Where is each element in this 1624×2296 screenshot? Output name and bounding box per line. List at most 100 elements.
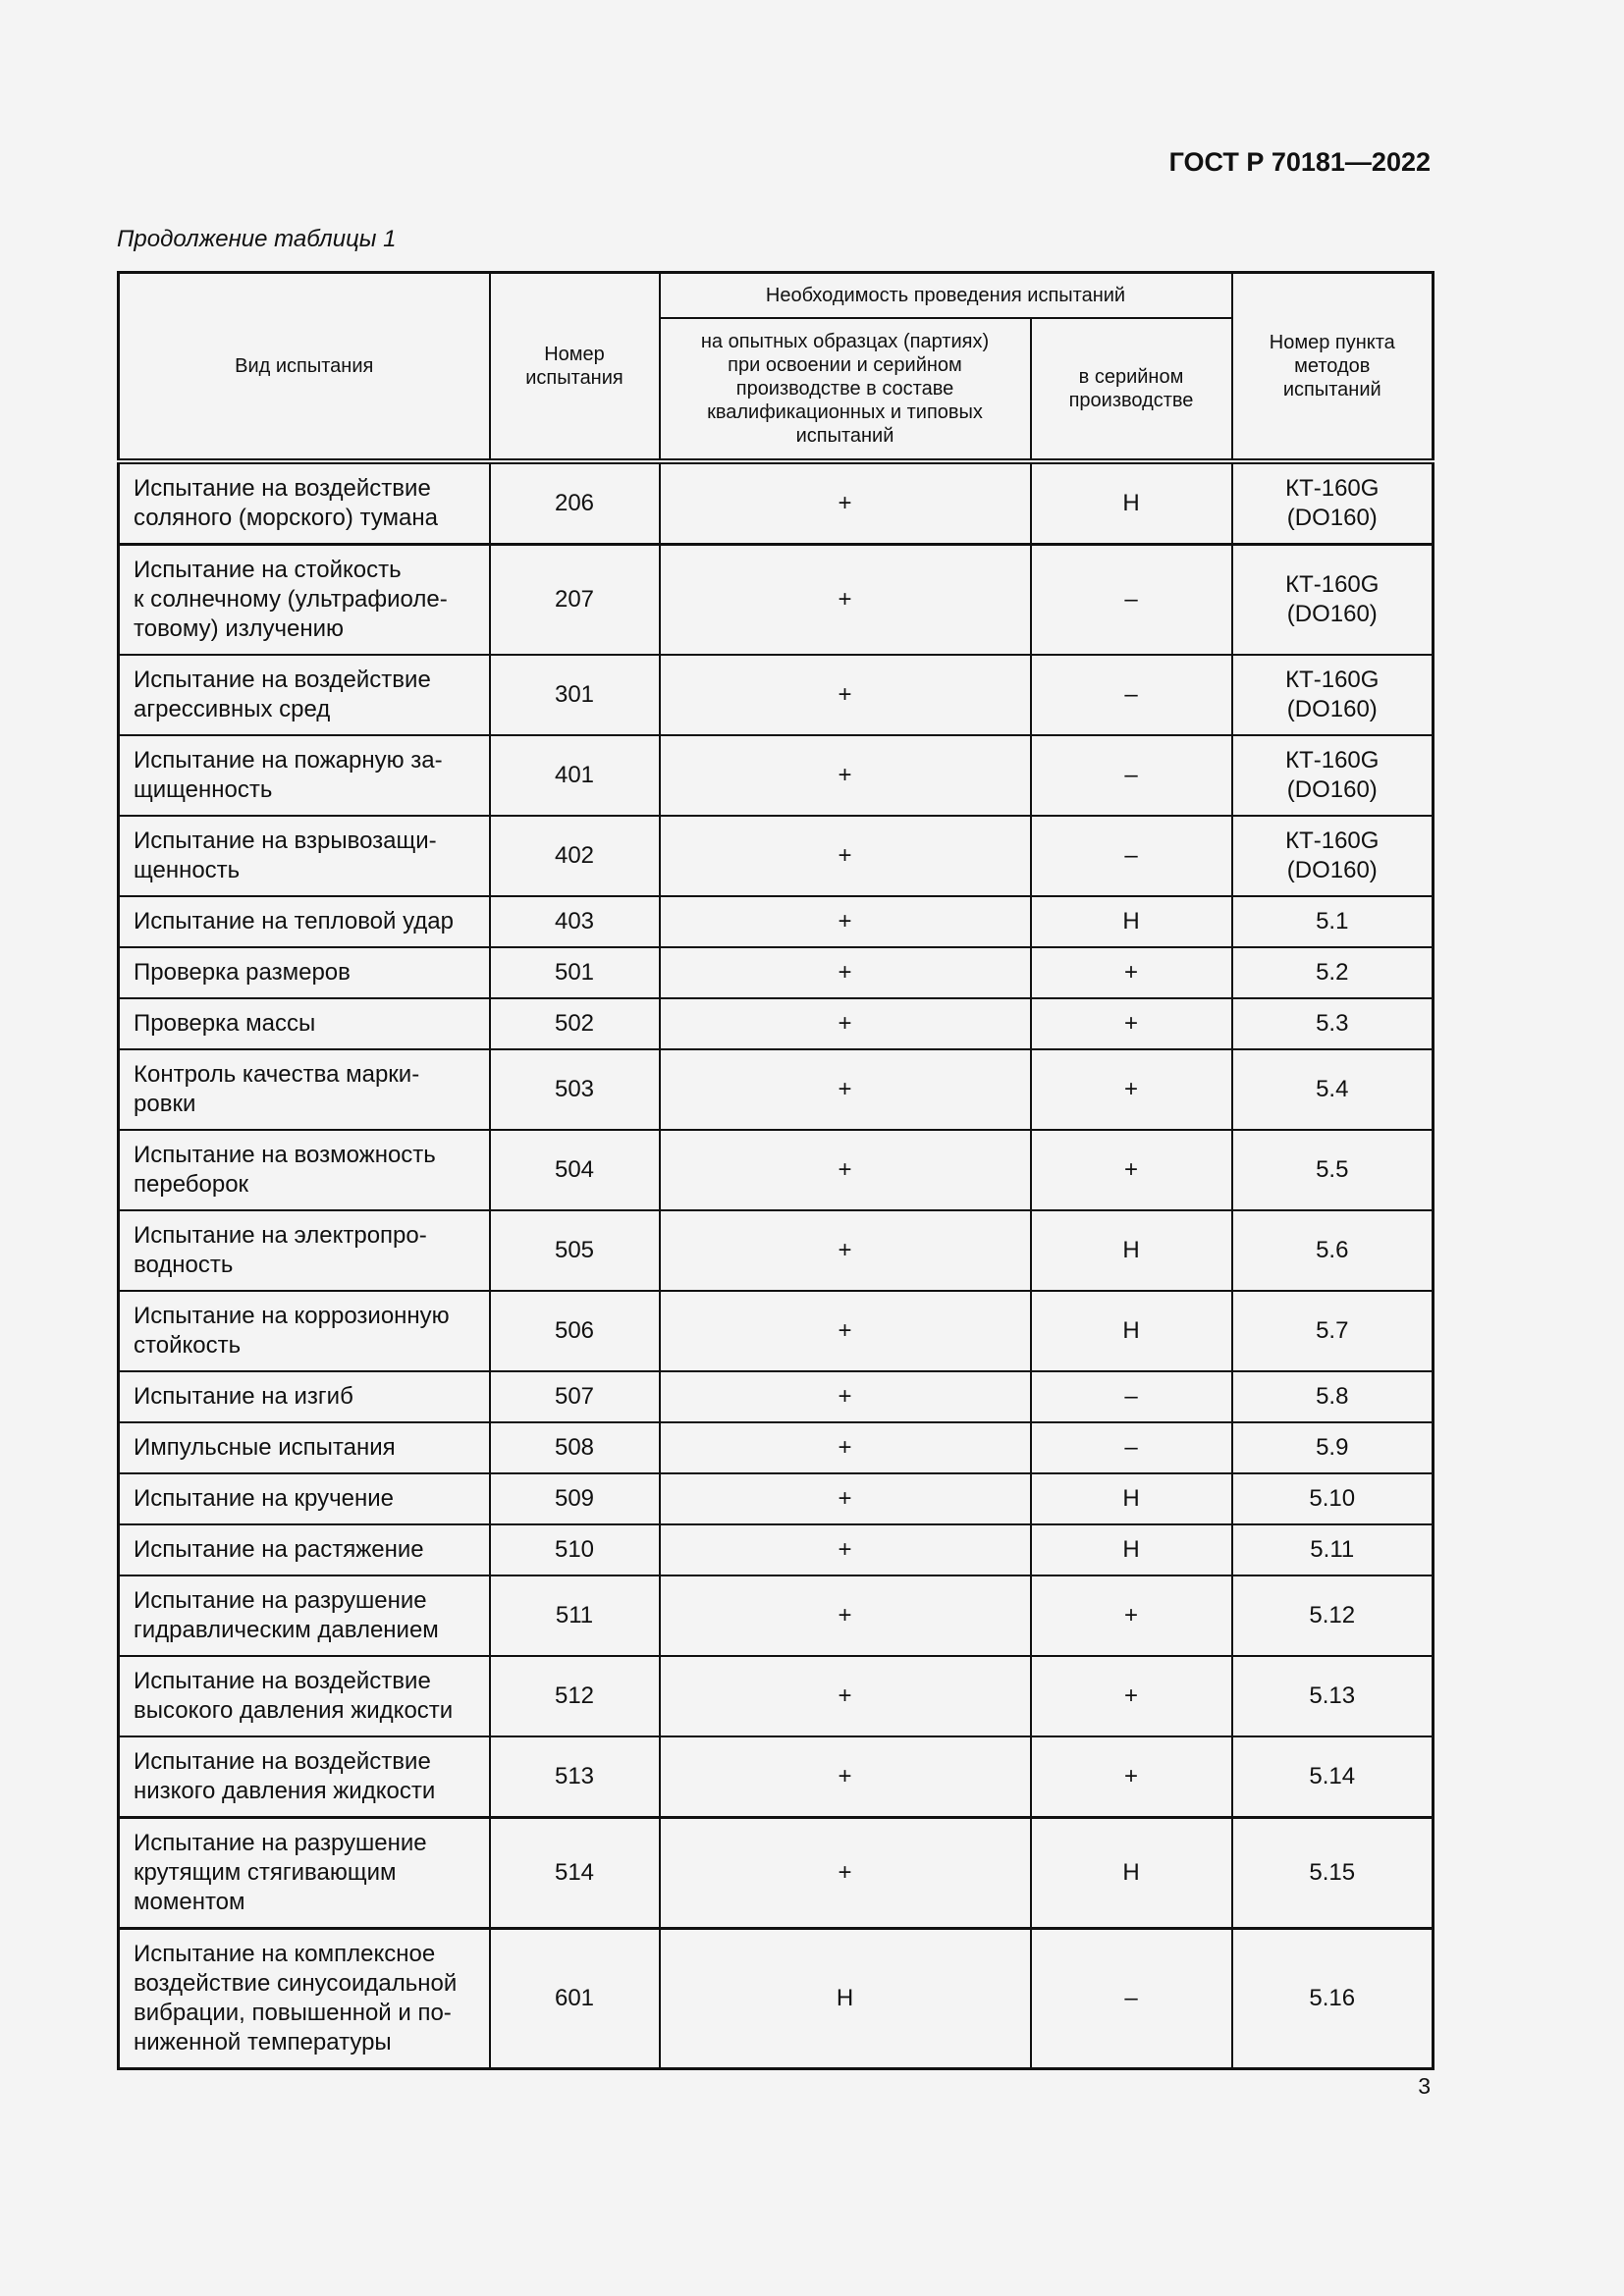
cell-prototypes: + xyxy=(658,734,1032,817)
cell-serial: Н xyxy=(1029,1523,1233,1576)
cell-method-clause: 5.4 xyxy=(1230,1048,1435,1131)
table-row: Испытание на разрушение гидравлическим д… xyxy=(117,1575,1435,1657)
cell-serial: – xyxy=(1029,1421,1233,1474)
cell-test-number: 402 xyxy=(488,815,661,897)
cell-prototypes: + xyxy=(658,1816,1032,1930)
cell-test-number: 514 xyxy=(488,1816,661,1930)
cell-test-number: 601 xyxy=(488,1927,661,2070)
cell-test-number: 206 xyxy=(488,460,661,546)
table-row: Испытание на изгиб 507 + –5.8 xyxy=(117,1370,1435,1423)
cell-prototypes: + xyxy=(658,543,1032,656)
table-row: Испытание на коррозионную стойкость 506 + Н… xyxy=(117,1290,1435,1372)
cell-serial: + xyxy=(1029,1735,1233,1819)
cell-prototypes: + xyxy=(658,1129,1032,1211)
cell-test-type: Испытание на стойкость к солнечному (уль… xyxy=(117,543,491,656)
table-row: Импульсные испытания 508 + –5.9 xyxy=(117,1421,1435,1474)
table-row: Испытание на комплексное воздействие син… xyxy=(117,1927,1435,2070)
cell-test-number: 501 xyxy=(488,946,661,999)
cell-serial: + xyxy=(1029,946,1233,999)
cell-test-number: 513 xyxy=(488,1735,661,1819)
page-number: 3 xyxy=(1418,2073,1431,2099)
cell-prototypes: + xyxy=(658,997,1032,1050)
cell-method-clause: 5.5 xyxy=(1230,1129,1435,1211)
cell-prototypes: + xyxy=(658,1290,1032,1372)
cell-prototypes: + xyxy=(658,895,1032,948)
table-row: Испытание на воздействие соляного (морск… xyxy=(117,460,1435,546)
cell-test-number: 401 xyxy=(488,734,661,817)
cell-test-number: 301 xyxy=(488,654,661,736)
cell-method-clause: КТ-160G (DO160) xyxy=(1230,543,1435,656)
document-title: ГОСТ Р 70181—2022 xyxy=(1168,147,1431,177)
cell-test-number: 510 xyxy=(488,1523,661,1576)
header-serial: в серийном производстве xyxy=(1029,317,1233,464)
cell-prototypes: + xyxy=(658,946,1032,999)
cell-test-type: Испытание на электропро- водность xyxy=(117,1209,491,1292)
cell-serial: Н xyxy=(1029,1472,1233,1525)
cell-serial: Н xyxy=(1029,460,1233,546)
table-caption: Продолжение таблицы 1 xyxy=(117,226,397,252)
cell-test-type: Испытание на изгиб xyxy=(117,1370,491,1423)
cell-test-type: Импульсные испытания xyxy=(117,1421,491,1474)
cell-method-clause: КТ-160G (DO160) xyxy=(1230,460,1435,546)
cell-serial: – xyxy=(1029,1370,1233,1423)
cell-method-clause: 5.9 xyxy=(1230,1421,1435,1474)
cell-serial: – xyxy=(1029,815,1233,897)
cell-prototypes: + xyxy=(658,1048,1032,1131)
cell-test-number: 508 xyxy=(488,1421,661,1474)
cell-test-number: 505 xyxy=(488,1209,661,1292)
header-test-type: Вид испытания xyxy=(117,271,491,464)
cell-serial: Н xyxy=(1029,1209,1233,1292)
cell-test-type: Испытание на разрушение гидравлическим д… xyxy=(117,1575,491,1657)
table-row: Испытание на возможность переборок 504 + +5… xyxy=(117,1129,1435,1211)
cell-serial: + xyxy=(1029,1048,1233,1131)
cell-serial: – xyxy=(1029,1927,1233,2070)
cell-method-clause: 5.14 xyxy=(1230,1735,1435,1819)
cell-prototypes: + xyxy=(658,1575,1032,1657)
cell-serial: – xyxy=(1029,734,1233,817)
cell-prototypes: + xyxy=(658,1655,1032,1737)
cell-prototypes: + xyxy=(658,654,1032,736)
cell-serial: Н xyxy=(1029,895,1233,948)
cell-serial: – xyxy=(1029,654,1233,736)
cell-test-number: 502 xyxy=(488,997,661,1050)
cell-test-type: Испытание на тепловой удар xyxy=(117,895,491,948)
cell-test-number: 509 xyxy=(488,1472,661,1525)
cell-test-type: Контроль качества марки- ровки xyxy=(117,1048,491,1131)
table-row: Испытание на воздействие агрессивных сре… xyxy=(117,654,1435,736)
table-row: Испытание на разрушение крутящим стягива… xyxy=(117,1816,1435,1930)
cell-prototypes: + xyxy=(658,1735,1032,1819)
cell-serial: Н xyxy=(1029,1290,1233,1372)
table-row: Испытание на электропро- водность 505 + Н 5.… xyxy=(117,1209,1435,1292)
cell-test-number: 403 xyxy=(488,895,661,948)
cell-method-clause: 5.8 xyxy=(1230,1370,1435,1423)
cell-prototypes: + xyxy=(658,1370,1032,1423)
table-row: Испытание на воздействие низкого давлени… xyxy=(117,1735,1435,1819)
cell-test-number: 507 xyxy=(488,1370,661,1423)
cell-method-clause: 5.6 xyxy=(1230,1209,1435,1292)
cell-test-type: Проверка массы xyxy=(117,997,491,1050)
header-prototypes: на опытных образцах (партиях) при освоен… xyxy=(658,317,1032,464)
table-row: Испытание на тепловой удар 403 + Н 5.1 xyxy=(117,895,1435,948)
cell-prototypes: + xyxy=(658,460,1032,546)
tests-table: Вид испытания Номер испытания Необходимо… xyxy=(117,271,1435,2070)
cell-test-type: Испытание на коррозионную стойкость xyxy=(117,1290,491,1372)
table-row: Проверка массы 502 + +5.3 xyxy=(117,997,1435,1050)
table-row: Испытание на кручение 509 + Н 5.10 xyxy=(117,1472,1435,1525)
cell-prototypes: + xyxy=(658,1523,1032,1576)
table-row: Испытание на пожарную за- щищенность 401 +… xyxy=(117,734,1435,817)
cell-prototypes: + xyxy=(658,1209,1032,1292)
cell-test-number: 503 xyxy=(488,1048,661,1131)
cell-test-type: Испытание на пожарную за- щищенность xyxy=(117,734,491,817)
cell-test-number: 506 xyxy=(488,1290,661,1372)
cell-serial: + xyxy=(1029,1575,1233,1657)
header-test-number: Номер испытания xyxy=(488,271,661,464)
cell-test-number: 512 xyxy=(488,1655,661,1737)
table-row: Контроль качества марки- ровки 503 + +5.4 xyxy=(117,1048,1435,1131)
cell-method-clause: 5.7 xyxy=(1230,1290,1435,1372)
table-row: Испытание на растяжение 510 + Н 5.11 xyxy=(117,1523,1435,1576)
cell-method-clause: 5.10 xyxy=(1230,1472,1435,1525)
cell-prototypes: Н xyxy=(658,1927,1032,2070)
cell-method-clause: 5.15 xyxy=(1230,1816,1435,1930)
cell-method-clause: 5.1 xyxy=(1230,895,1435,948)
cell-test-type: Испытание на возможность переборок xyxy=(117,1129,491,1211)
